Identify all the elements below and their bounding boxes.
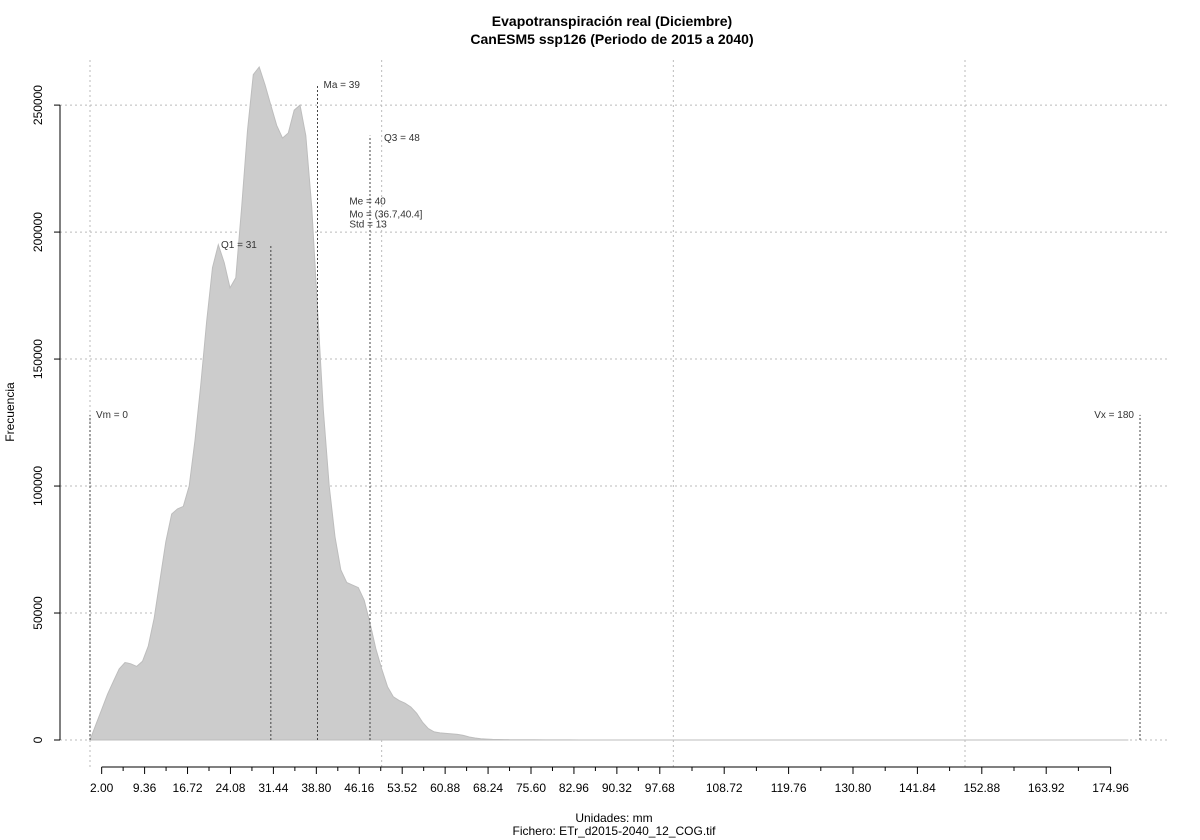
file-label: Fichero: ETr_d2015-2040_12_COG.tif	[513, 824, 717, 838]
x-tick-label: 16.72	[173, 781, 203, 795]
statistic-label: Std = 13	[349, 219, 387, 230]
frequency-area	[89, 65, 1129, 741]
x-tick-label: 46.16	[344, 781, 374, 795]
x-tick-label: 53.52	[387, 781, 417, 795]
y-axis-label: Frecuencia	[3, 382, 17, 442]
x-tick-label: 152.88	[963, 781, 1000, 795]
x-tick-label: 68.24	[473, 781, 503, 795]
y-tick-label: 0	[31, 736, 45, 743]
x-tick-label: 163.92	[1028, 781, 1065, 795]
x-tick-label: 24.08	[215, 781, 245, 795]
x-tick-label: 97.68	[645, 781, 675, 795]
statistic-label: Me = 40	[349, 197, 386, 208]
x-tick-label: 90.32	[602, 781, 632, 795]
x-tick-label: 130.80	[835, 781, 872, 795]
x-tick-label: 2.00	[90, 781, 114, 795]
y-tick-label: 200000	[31, 212, 45, 252]
y-tick-label: 100000	[31, 466, 45, 506]
x-tick-label: 9.36	[133, 781, 157, 795]
x-tick-label: 75.60	[516, 781, 546, 795]
chart-title: Evapotranspiración real (Diciembre)	[492, 13, 732, 29]
statistic-label: Vx = 180	[1094, 410, 1134, 421]
x-tick-label: 31.44	[258, 781, 288, 795]
y-tick-label: 50000	[31, 596, 45, 630]
x-tick-label: 82.96	[559, 781, 589, 795]
statistic-label: Q3 = 48	[384, 133, 420, 144]
x-tick-label: 174.96	[1092, 781, 1129, 795]
y-tick-label: 250000	[31, 85, 45, 125]
x-tick-label: 108.72	[706, 781, 743, 795]
statistic-label: Vm = 0	[96, 410, 128, 421]
statistic-label: Mo = (36.7,40.4]	[349, 209, 422, 220]
statistic-label: Q1 = 31	[221, 240, 257, 251]
chart-subtitle: CanESM5 ssp126 (Periodo de 2015 a 2040)	[470, 31, 753, 47]
x-tick-label: 119.76	[771, 781, 807, 795]
x-tick-label: 38.80	[301, 781, 331, 795]
x-axis: 2.00 9.36 16.72 24.08 31.44 38.80 46.16 53.52 60…	[90, 766, 1129, 795]
statistic-lines	[89, 84, 1141, 740]
statistic-label: Ma = 39	[324, 80, 361, 91]
x-tick-label: 60.88	[430, 781, 460, 795]
x-tick-label: 141.84	[899, 781, 936, 795]
y-axis: 0 50000 100000 150000 200000 250000	[31, 85, 61, 743]
x-axis-label: Unidades: mm	[575, 811, 652, 825]
y-tick-label: 150000	[31, 339, 45, 379]
